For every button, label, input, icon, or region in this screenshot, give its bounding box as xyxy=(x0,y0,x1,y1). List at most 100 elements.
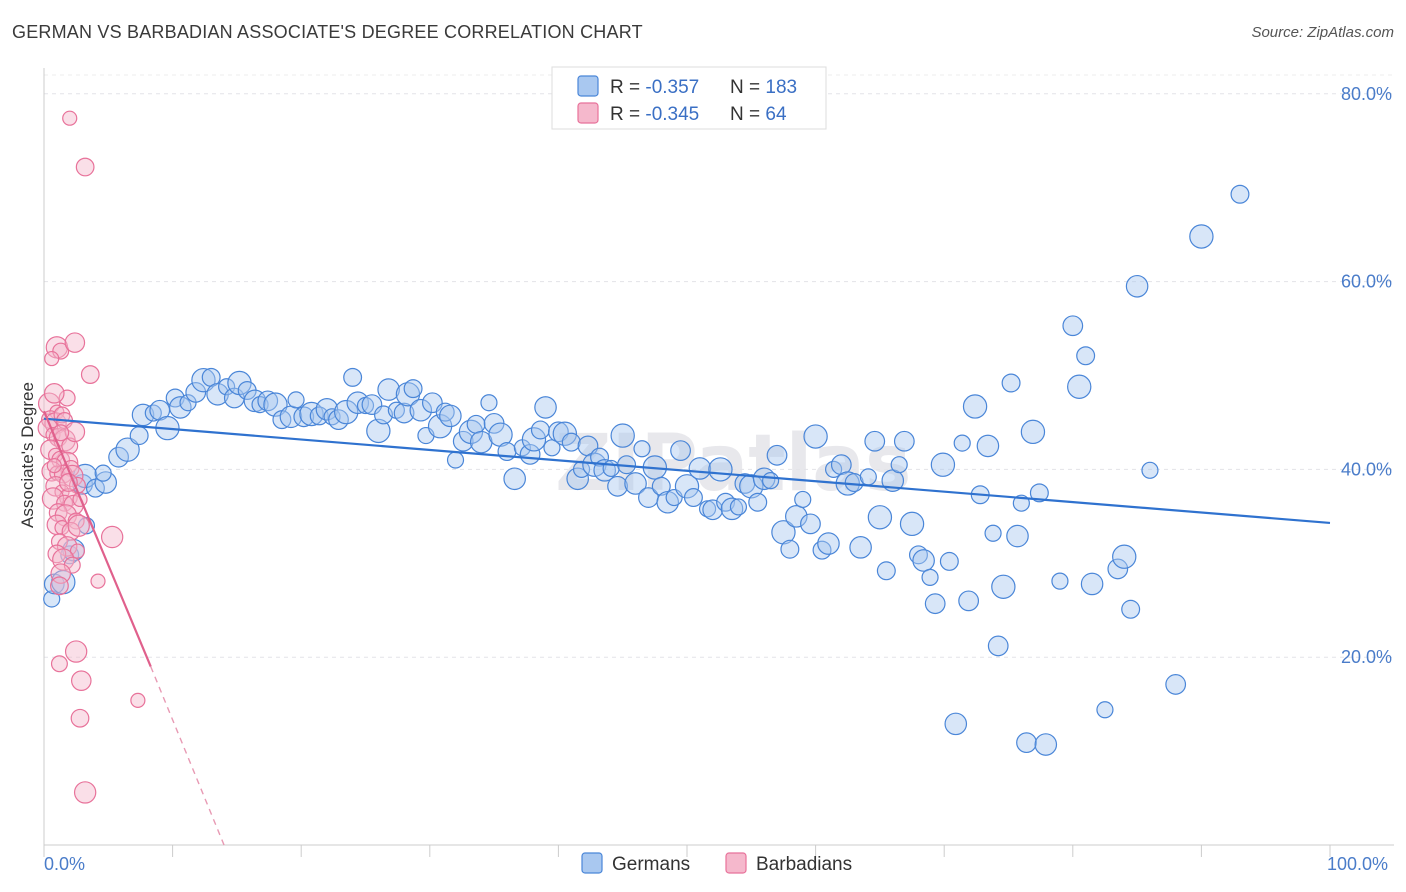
data-point xyxy=(1189,224,1214,249)
data-point xyxy=(624,472,647,495)
data-point xyxy=(921,568,939,586)
data-point xyxy=(115,437,140,462)
data-point xyxy=(1051,572,1069,590)
data-point xyxy=(899,511,925,537)
data-point xyxy=(56,536,78,557)
data-point xyxy=(293,406,315,428)
data-point xyxy=(930,452,956,477)
data-point xyxy=(1067,374,1092,399)
data-point xyxy=(50,563,72,584)
y-tick-label: 40.0% xyxy=(1341,459,1392,479)
svg-text:N = 183: N = 183 xyxy=(730,77,797,98)
data-point xyxy=(800,513,821,535)
svg-text:R = -0.357: R = -0.357 xyxy=(610,77,699,98)
barbadian-trendline-extension xyxy=(150,666,225,846)
german-points xyxy=(43,184,1250,756)
legend-swatch-barbadian xyxy=(577,102,599,124)
data-point xyxy=(1107,558,1129,580)
data-point xyxy=(129,426,149,446)
stats-legend: R = -0.357 N = 183 R = -0.345 N = 64 xyxy=(551,66,827,130)
legend-r-label-barbadian: R = xyxy=(610,104,645,125)
data-point xyxy=(1016,732,1037,754)
data-point xyxy=(334,399,359,425)
data-point xyxy=(890,456,908,474)
data-point xyxy=(924,593,946,615)
data-point xyxy=(64,640,88,663)
data-point xyxy=(939,551,959,571)
data-point xyxy=(1029,483,1049,503)
grid-lines xyxy=(44,74,1394,658)
y-tick-label: 20.0% xyxy=(1341,647,1392,667)
y-axis-label: Associate's Degree xyxy=(18,382,37,528)
data-point xyxy=(590,447,610,467)
data-point xyxy=(70,708,90,728)
data-point xyxy=(987,635,1009,657)
data-point xyxy=(552,421,578,446)
barbadian-trendline xyxy=(42,410,152,668)
data-point xyxy=(739,474,764,499)
y-tick-label: 60.0% xyxy=(1341,272,1392,292)
data-point xyxy=(785,505,808,528)
data-point xyxy=(94,464,112,482)
data-point xyxy=(530,420,550,440)
data-point xyxy=(794,490,812,509)
data-point xyxy=(688,457,712,480)
data-point xyxy=(683,488,703,508)
data-point xyxy=(893,430,915,452)
data-point xyxy=(299,401,324,427)
legend-n-value-german: 183 xyxy=(765,77,797,98)
data-point xyxy=(393,402,415,424)
trendlines xyxy=(42,410,1331,846)
data-point xyxy=(64,332,86,353)
data-point xyxy=(651,476,671,496)
data-point xyxy=(46,458,62,474)
data-point xyxy=(377,378,400,401)
german-trendline xyxy=(43,417,1331,525)
data-point xyxy=(670,440,691,462)
data-point xyxy=(144,404,162,422)
data-point xyxy=(748,492,768,512)
data-point xyxy=(729,498,748,516)
data-point xyxy=(817,532,840,555)
bottom-swatch-german xyxy=(581,852,603,874)
x-tick-max: 100.0% xyxy=(1327,854,1388,874)
data-point xyxy=(130,692,146,708)
data-point xyxy=(521,427,547,452)
legend-r-label-german: R = xyxy=(610,77,645,98)
data-point xyxy=(991,574,1016,599)
data-point xyxy=(1062,315,1084,337)
data-point xyxy=(859,468,877,486)
data-point xyxy=(75,157,95,177)
y-tick-labels: 20.0% 40.0% 60.0% 80.0% xyxy=(1341,84,1392,667)
data-point xyxy=(50,655,68,673)
bottom-swatch-barbadian xyxy=(725,852,747,874)
data-point xyxy=(674,474,700,499)
data-point xyxy=(1141,461,1159,479)
data-point xyxy=(633,440,651,458)
legend-n-label-barbadian: N = xyxy=(730,104,765,125)
data-point xyxy=(1076,346,1096,366)
data-point xyxy=(503,467,526,491)
data-point xyxy=(403,379,423,399)
data-point xyxy=(944,712,968,736)
data-point xyxy=(328,409,349,431)
data-point xyxy=(480,394,498,412)
data-point xyxy=(1096,701,1114,719)
data-point xyxy=(73,781,97,804)
legend-label-barbadians: Barbadians xyxy=(756,854,852,875)
data-point xyxy=(561,432,581,452)
data-point xyxy=(849,536,872,559)
data-point xyxy=(50,576,69,596)
x-tick-min: 0.0% xyxy=(44,854,85,874)
data-point xyxy=(100,525,124,549)
data-point xyxy=(1001,373,1021,393)
data-point xyxy=(1112,544,1137,569)
chart-title: GERMAN VS BARBADIAN ASSOCIATE'S DEGREE C… xyxy=(12,22,643,42)
data-point xyxy=(867,505,893,530)
data-point xyxy=(962,394,988,419)
data-point xyxy=(984,524,1002,542)
source-label: Source: ZipAtlas.com xyxy=(1251,24,1394,41)
data-point xyxy=(257,390,279,412)
legend-r-value-barbadian: -0.345 xyxy=(645,104,699,125)
